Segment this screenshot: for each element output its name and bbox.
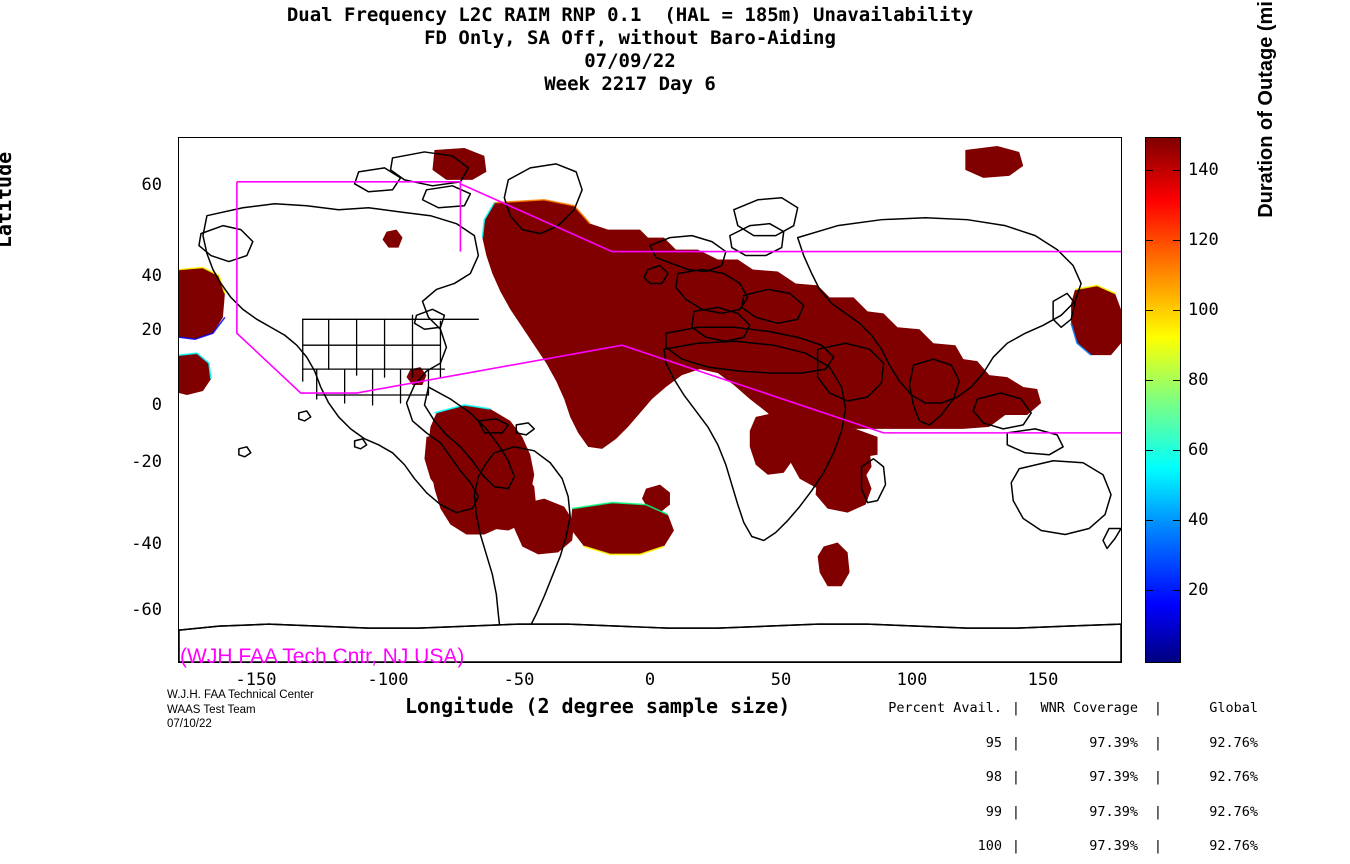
colorbar-tick-label-100: 100 bbox=[1188, 300, 1219, 320]
colorbar-tick-mark-100r bbox=[1173, 310, 1181, 311]
stats-table: Percent Avail. | WNR Coverage | Global 95 | 97… bbox=[884, 680, 1258, 864]
stats-cell-sep1: | bbox=[1011, 769, 1021, 785]
colorbar-tick-mark-100 bbox=[1145, 310, 1153, 311]
table-row: 98 | 97.39% | 92.76% bbox=[884, 769, 1258, 785]
stats-header-wnr-coverage: WNR Coverage bbox=[1040, 700, 1138, 716]
ytick-mark-0 bbox=[178, 408, 179, 409]
stats-header-sep-1: | bbox=[1011, 700, 1021, 716]
colorbar-tick-mark-80r bbox=[1173, 380, 1181, 381]
contour-fringe-layer bbox=[179, 198, 1116, 556]
stats-cell-avail: 95 bbox=[985, 734, 1002, 751]
stats-cell-avail: 99 bbox=[985, 803, 1002, 820]
colorbar-tick-mark-40r bbox=[1173, 520, 1181, 521]
stats-cell-sep2: | bbox=[1153, 803, 1163, 820]
xtick-label-50: 50 bbox=[770, 670, 792, 690]
waas-service-volume-polygon bbox=[236, 181, 1121, 434]
ytick-label-m20: -20 bbox=[131, 452, 162, 472]
stats-cell-sep1: | bbox=[1011, 734, 1021, 751]
title-line-3: 07/09/22 bbox=[584, 50, 676, 72]
colorbar-tick-mark-60r bbox=[1173, 450, 1181, 451]
y-axis-label: Latitude bbox=[0, 151, 16, 249]
xtick-mark-m50 bbox=[520, 662, 521, 663]
colorbar-tick-mark-120r bbox=[1173, 240, 1181, 241]
credit-line-3: 07/10/22 bbox=[167, 718, 212, 730]
colorbar-tick-mark-140 bbox=[1145, 170, 1153, 171]
table-row: 99 | 97.39% | 92.76% bbox=[884, 803, 1258, 820]
colorbar-tick-mark-20r bbox=[1173, 590, 1181, 591]
credit-block: W.J.H. FAA Technical Center WAAS Test Te… bbox=[167, 688, 314, 732]
ytick-label-m60: -60 bbox=[131, 600, 162, 620]
colorbar-tick-label-120: 120 bbox=[1188, 230, 1219, 250]
ytick-mark-m60 bbox=[178, 616, 179, 617]
colorbar-tick-mark-120 bbox=[1145, 240, 1153, 241]
stats-cell-wnr: 97.39% bbox=[1089, 734, 1138, 751]
xtick-mark-100 bbox=[913, 662, 914, 663]
colorbar-gradient bbox=[1145, 137, 1181, 663]
stats-cell-sep2: | bbox=[1153, 769, 1163, 785]
xtick-label-150: 150 bbox=[1027, 670, 1059, 690]
stats-cell-sep1: | bbox=[1011, 838, 1021, 854]
ytick-mark-40 bbox=[178, 279, 179, 280]
colorbar-tick-label-20: 20 bbox=[1188, 580, 1209, 600]
stats-cell-sep1: | bbox=[1011, 803, 1021, 820]
xtick-mark-150 bbox=[1044, 662, 1045, 663]
credit-line-2: WAAS Test Team bbox=[167, 703, 256, 716]
outage-regions-layer bbox=[179, 145, 1121, 587]
xtick-label-m50: -50 bbox=[503, 670, 535, 690]
x-axis-label: Longitude (2 degree sample size) bbox=[405, 694, 791, 718]
colorbar-tick-label-60: 60 bbox=[1188, 440, 1209, 460]
colorbar-tick-mark-20 bbox=[1145, 590, 1153, 591]
stats-cell-sep2: | bbox=[1153, 838, 1163, 854]
xtick-label-m150: -150 bbox=[235, 670, 277, 690]
colorbar-tick-mark-80 bbox=[1145, 380, 1153, 381]
colorbar-tick-label-40: 40 bbox=[1188, 510, 1209, 530]
stats-header-row: Percent Avail. | WNR Coverage | Global bbox=[884, 700, 1258, 716]
ytick-mark-60 bbox=[178, 193, 179, 194]
xtick-label-100: 100 bbox=[896, 670, 928, 690]
title-line-1: Dual Frequency L2C RAIM RNP 0.1 (HAL = 1… bbox=[286, 4, 974, 26]
colorbar-tick-label-80: 80 bbox=[1188, 370, 1209, 390]
stats-cell-global: 92.76% bbox=[1209, 803, 1258, 820]
coastline-layer bbox=[179, 151, 1121, 662]
title-line-2: FD Only, SA Off, without Baro-Aiding bbox=[424, 27, 836, 49]
map-plot-area bbox=[178, 137, 1122, 663]
stats-cell-sep2: | bbox=[1153, 734, 1163, 751]
stats-cell-global: 92.76% bbox=[1209, 838, 1258, 854]
stats-header-percent-avail: Percent Avail. bbox=[888, 700, 1002, 716]
ytick-label-m40: -40 bbox=[131, 534, 162, 554]
xtick-label-0: 0 bbox=[644, 670, 656, 690]
title-line-4: Week 2217 Day 6 bbox=[544, 73, 716, 95]
ytick-mark-m40 bbox=[178, 550, 179, 551]
stats-cell-avail: 100 bbox=[977, 838, 1002, 854]
ytick-mark-m20 bbox=[178, 472, 179, 473]
stats-header-sep-2: | bbox=[1153, 700, 1163, 716]
colorbar bbox=[1145, 137, 1181, 663]
stats-cell-wnr: 97.39% bbox=[1089, 803, 1138, 820]
ytick-label-20: 20 bbox=[141, 320, 162, 340]
colorbar-tick-mark-60 bbox=[1145, 450, 1153, 451]
xtick-mark-50 bbox=[782, 662, 783, 663]
stats-cell-global: 92.76% bbox=[1209, 769, 1258, 785]
colorbar-tick-mark-140r bbox=[1173, 170, 1181, 171]
stats-cell-avail: 98 bbox=[985, 769, 1002, 785]
colorbar-tick-mark-40 bbox=[1145, 520, 1153, 521]
table-row: 100 | 97.39% | 92.76% bbox=[884, 838, 1258, 854]
watermark-text: (WJH FAA Tech Cntr, NJ USA) bbox=[180, 645, 465, 668]
xtick-label-m100: -100 bbox=[367, 670, 409, 690]
colorbar-tick-label-140: 140 bbox=[1188, 160, 1219, 180]
stats-cell-wnr: 97.39% bbox=[1089, 769, 1138, 785]
ytick-label-60: 60 bbox=[141, 175, 162, 195]
stats-cell-global: 92.76% bbox=[1209, 734, 1258, 751]
ytick-label-40: 40 bbox=[141, 266, 162, 286]
xtick-mark-0 bbox=[651, 662, 652, 663]
credit-line-1: W.J.H. FAA Technical Center bbox=[167, 689, 314, 701]
table-row: 95 | 97.39% | 92.76% bbox=[884, 734, 1258, 751]
stats-cell-wnr: 97.39% bbox=[1089, 838, 1138, 854]
stats-header-global: Global bbox=[1209, 700, 1258, 716]
colorbar-label: Duration of Outage (min) bbox=[1255, 0, 1277, 218]
chart-title-block: Dual Frequency L2C RAIM RNP 0.1 (HAL = 1… bbox=[0, 4, 1260, 96]
world-map-svg bbox=[179, 145, 1121, 662]
ytick-label-0: 0 bbox=[151, 395, 162, 415]
ytick-mark-20 bbox=[178, 360, 179, 361]
